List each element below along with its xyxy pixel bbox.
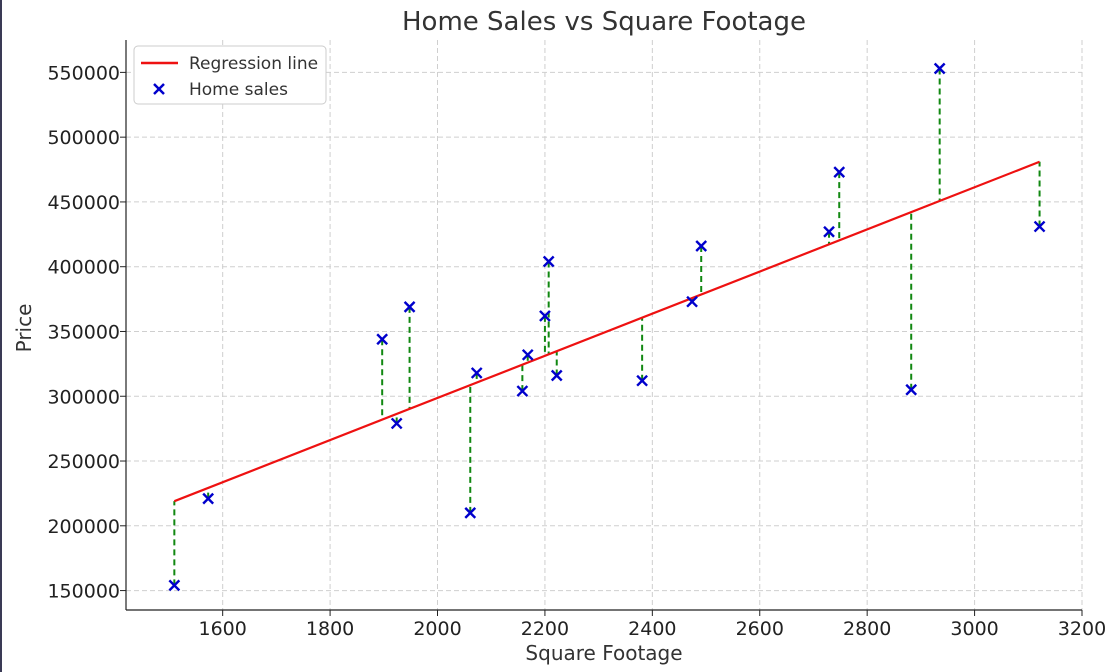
x-tick-label-2: 2000 bbox=[413, 618, 461, 640]
legend-marker-swatch bbox=[153, 83, 165, 95]
residual-layer bbox=[173, 68, 1041, 586]
legend-box bbox=[133, 45, 327, 105]
data-point-13 bbox=[686, 295, 698, 308]
data-point-17 bbox=[905, 383, 918, 396]
x-tick-label-4: 2400 bbox=[628, 618, 676, 640]
y-axis-label: Price bbox=[12, 304, 36, 353]
x-axis-label: Square Footage bbox=[525, 641, 682, 665]
y-tick-label-0: 150000 bbox=[47, 581, 120, 603]
chart-title: Home Sales vs Square Footage bbox=[402, 7, 806, 37]
tick-layer: 1600 1800 2000 2200 2400 2600 2800 3000 3200 1500… bbox=[47, 62, 1106, 640]
data-point-9 bbox=[539, 310, 551, 322]
x-tick-label-5: 2600 bbox=[736, 618, 784, 640]
y-tick-label-6: 450000 bbox=[47, 192, 120, 214]
x-tick-label-1: 1800 bbox=[306, 618, 354, 640]
grid-layer bbox=[126, 40, 1083, 610]
points-layer bbox=[168, 62, 1046, 592]
regression-line bbox=[173, 160, 1040, 503]
y-tick-label-7: 500000 bbox=[47, 127, 120, 149]
data-point-7 bbox=[516, 385, 529, 397]
data-point-1 bbox=[202, 492, 215, 505]
data-point-11 bbox=[550, 369, 563, 382]
data-point-3 bbox=[390, 417, 403, 430]
y-tick-label-1: 200000 bbox=[47, 516, 120, 538]
y-tick-label-5: 400000 bbox=[47, 257, 120, 279]
x-tick-label-7: 3000 bbox=[950, 618, 998, 640]
y-tick-label-4: 350000 bbox=[47, 321, 120, 343]
y-tick-label-2: 250000 bbox=[47, 451, 120, 473]
data-point-16 bbox=[833, 166, 846, 178]
data-point-12 bbox=[636, 374, 648, 387]
legend-label-home-sales: Home sales bbox=[189, 80, 288, 100]
x-tick-label-6: 2800 bbox=[843, 618, 891, 640]
axes-layer bbox=[125, 40, 1082, 611]
legend-label-regression: Regression line bbox=[189, 54, 318, 74]
data-point-2 bbox=[376, 333, 389, 346]
window-edge-line bbox=[0, 0, 2, 672]
x-tick-label-0: 1600 bbox=[198, 618, 246, 640]
data-point-0 bbox=[168, 579, 181, 592]
x-tick-label-3: 2200 bbox=[521, 618, 569, 640]
data-point-18 bbox=[933, 62, 946, 75]
regression-layer bbox=[173, 160, 1040, 503]
data-point-10 bbox=[542, 255, 555, 268]
data-point-14 bbox=[695, 240, 708, 252]
data-point-15 bbox=[823, 225, 835, 238]
y-tick-label-3: 300000 bbox=[47, 386, 120, 408]
data-point-8 bbox=[521, 348, 534, 361]
data-point-6 bbox=[470, 367, 483, 379]
y-tick-label-8: 550000 bbox=[47, 62, 120, 84]
data-point-4 bbox=[403, 301, 416, 313]
legend: Regression line Home sales bbox=[133, 45, 327, 105]
x-tick-label-8: 3200 bbox=[1058, 618, 1106, 640]
data-point-19 bbox=[1033, 220, 1046, 233]
data-point-5 bbox=[464, 506, 477, 519]
